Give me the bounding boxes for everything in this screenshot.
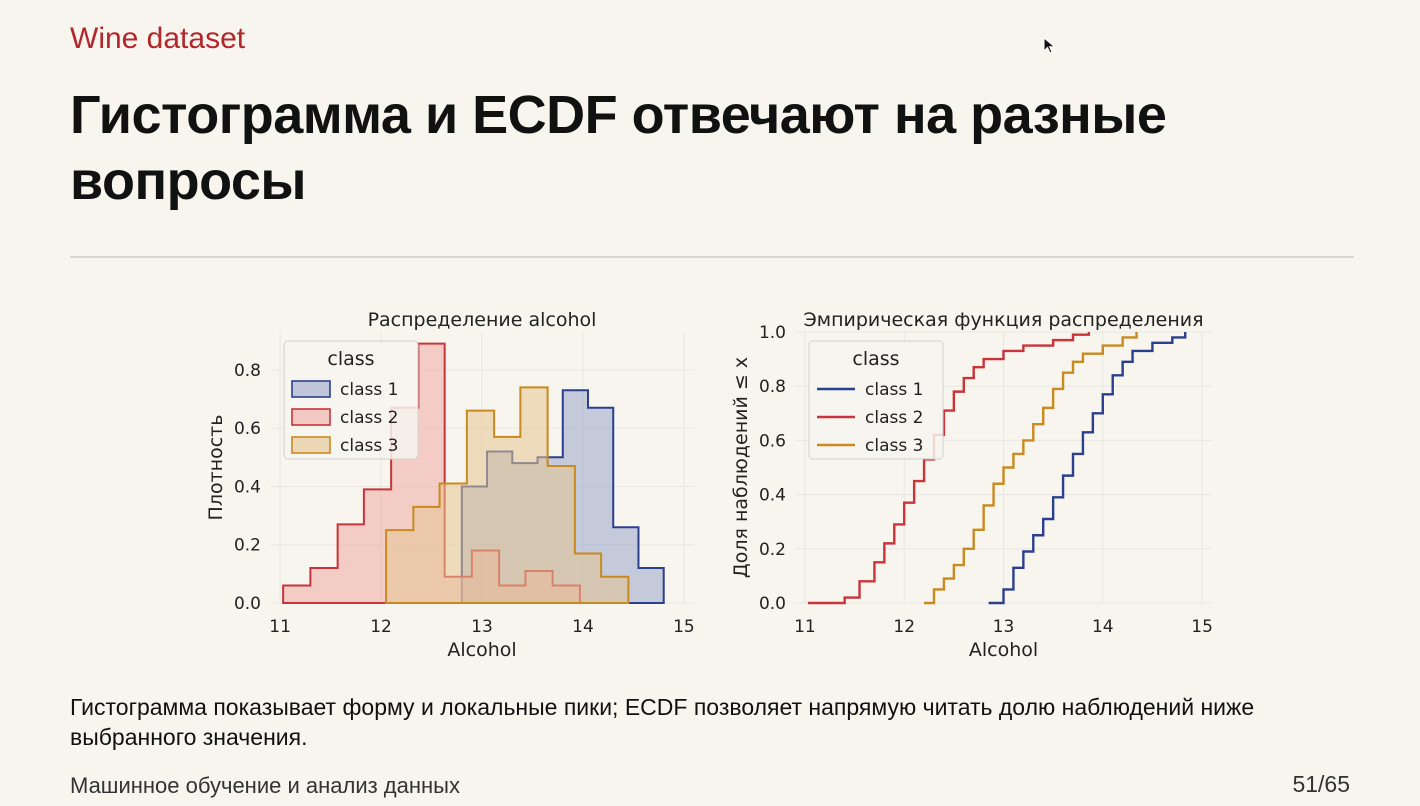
chart2-series-3-line [924, 332, 1138, 605]
chart1-legend-swatch [291, 436, 331, 454]
chart2-legend-entry: class 1 [865, 380, 923, 400]
chart1-legend-entry: class 2 [340, 408, 398, 428]
course-name: Машинное обучение и анализ данных [70, 773, 460, 798]
slide-headline: Гистограмма и ECDF отвечают на разные во… [70, 85, 1167, 211]
chart2-x-tick-label: 12 [893, 617, 915, 637]
chart1-y-tick-label: 0.8 [234, 361, 261, 381]
chart1-legend-swatch [291, 408, 331, 426]
page-number: 51/65 [1292, 771, 1350, 797]
chart1-y-tick-label: 0.4 [234, 477, 261, 497]
chart1-x-tick-label: 14 [572, 617, 594, 637]
chart2-title: Эмпирическая функция распределения [803, 309, 1203, 331]
chart2-legend [808, 340, 944, 460]
chart1-y-tick-label: 0.2 [234, 536, 261, 556]
chart2-legend-title: class [852, 348, 899, 370]
chart2-series-1-line [988, 332, 1187, 605]
slide-subtitle: Wine dataset [70, 22, 246, 55]
chart2-series-2-line [807, 332, 1091, 605]
chart1-y-tick-label: 0.6 [234, 419, 261, 439]
chart2-y-axis-label: Доля наблюдений ≤ x [730, 357, 752, 578]
chart2-legend-entry: class 2 [865, 408, 923, 428]
title-divider [70, 256, 1354, 258]
chart1-x-tick-label: 12 [370, 617, 392, 637]
chart1-legend-entry: class 1 [340, 380, 398, 400]
chart2-x-tick-label: 11 [794, 617, 816, 637]
chart1-legend-title: class [327, 348, 374, 370]
chart1-x-axis-label: Alcohol [447, 639, 516, 661]
chart2-x-tick-label: 13 [993, 617, 1015, 637]
chart1-series-3-bars [385, 386, 630, 604]
chart2-y-tick-label: 0.2 [759, 540, 786, 560]
chart1-x-tick-label: 11 [269, 617, 291, 637]
chart2-y-tick-label: 0.4 [759, 486, 786, 506]
chart1-legend-entry: class 3 [340, 436, 398, 456]
slide-caption: Гистограмма показывает форму и локальные… [70, 694, 1255, 750]
chart1-y-tick-label: 0.0 [234, 594, 261, 614]
chart1-legend-swatch [291, 380, 331, 398]
chart2-y-tick-label: 0.8 [759, 377, 786, 397]
chart1-legend [283, 340, 419, 460]
chart1-y-axis-label: Плотность [205, 415, 227, 521]
chart1-x-tick-label: 15 [673, 617, 695, 637]
chart2-x-tick-label: 15 [1191, 617, 1213, 637]
chart1-title: Распределение alcohol [368, 309, 597, 331]
chart2-x-tick-label: 14 [1092, 617, 1114, 637]
mouse-cursor-icon [1043, 37, 1056, 54]
chart2-y-tick-label: 0.0 [759, 594, 786, 614]
chart2-y-tick-label: 0.6 [759, 431, 786, 451]
chart2-x-axis-label: Alcohol [969, 639, 1038, 661]
chart2-legend-entry: class 3 [865, 436, 923, 456]
chart1-x-tick-label: 13 [471, 617, 493, 637]
chart2-y-tick-label: 1.0 [759, 323, 786, 343]
